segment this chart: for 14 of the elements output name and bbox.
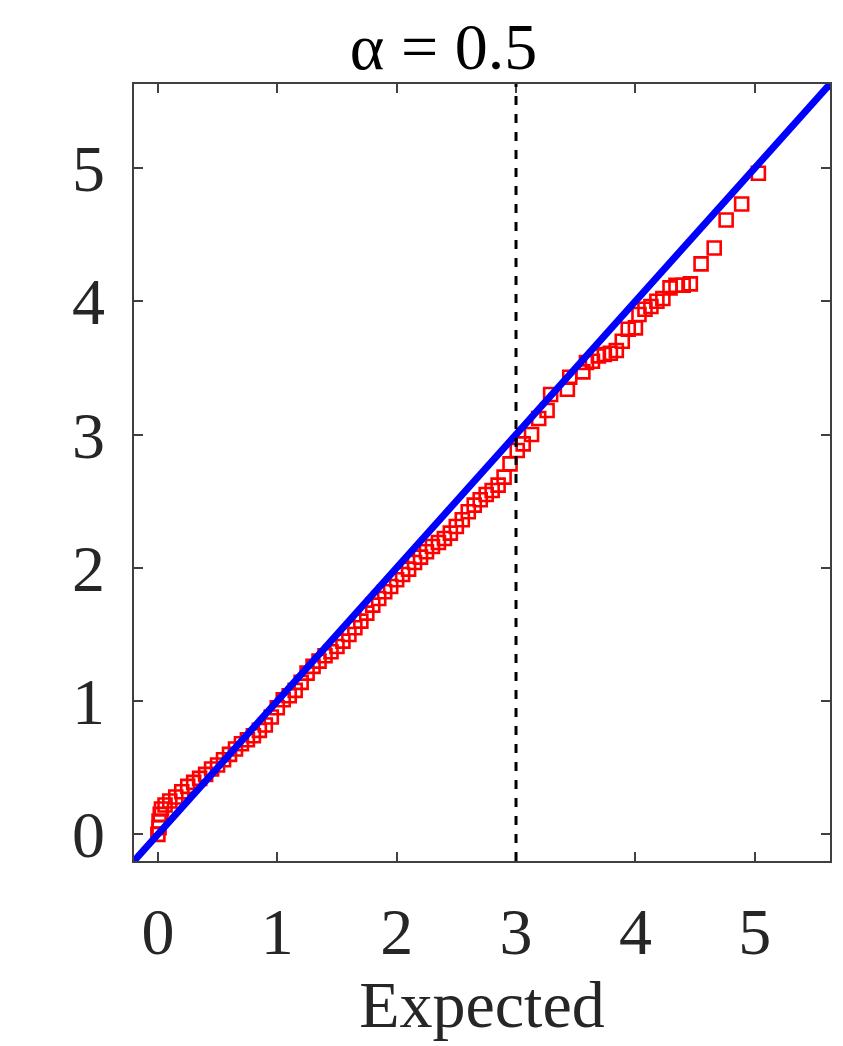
x-tick-label: 0 (141, 894, 175, 968)
y-tick-label: 0 (72, 798, 106, 872)
y-tick-label: 2 (72, 531, 106, 605)
y-tick-label: 4 (72, 265, 106, 339)
x-tick-label: 2 (380, 894, 414, 968)
y-tick-label: 1 (72, 665, 106, 739)
chart-title: α = 0.5 (349, 10, 538, 84)
x-tick-label: 3 (499, 894, 533, 968)
y-tick-label: 5 (72, 132, 106, 206)
x-axis-title: Expected (359, 967, 605, 1041)
x-tick-label: 4 (618, 894, 652, 968)
x-tick-label: 5 (738, 894, 772, 968)
x-tick-label: 1 (260, 894, 294, 968)
y-tick-label: 3 (72, 398, 106, 472)
